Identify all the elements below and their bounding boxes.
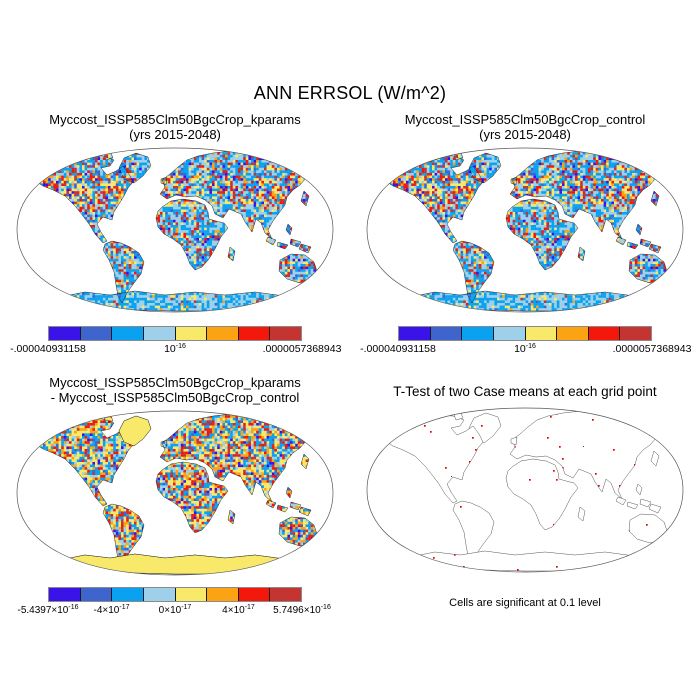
colorbar-segment (112, 588, 144, 601)
colorbar-tick-label: 10-16 (164, 343, 186, 355)
colorbar-tick-label: -.000040931158 (360, 343, 436, 355)
colorbar-segment (270, 588, 301, 601)
colorbar-tick-label: .0000057368943 (613, 343, 692, 355)
colorbar-segment (620, 327, 651, 340)
colorbar-labels: -5.4397×10-16 -4×10-17 0×10-17 4×10-17 5.749… (17, 604, 330, 620)
colorbar-segment (112, 327, 144, 340)
robinson-map-ttest (366, 407, 684, 573)
colorbar-segment (207, 327, 239, 340)
panel-title-line2: - Myccost_ISSP585Clm50BgcCrop_control (15, 390, 335, 405)
panel-subtitle: (yrs 2015-2048) (15, 127, 335, 142)
colorbar-tick-label: -5.4397×10-16 (17, 604, 78, 616)
panel-subtitle: (yrs 2015-2048) (365, 127, 685, 142)
colorbar-segment (588, 327, 621, 340)
colorbar (48, 587, 302, 602)
colorbar-labels: -.000040931158 10-16 .0000057368943 (10, 343, 341, 359)
panel-title-block: Myccost_ISSP585Clm50BgcCrop_kparams - My… (15, 375, 335, 405)
panel-kparams: Myccost_ISSP585Clm50BgcCrop_kparams (yrs… (10, 112, 341, 355)
colorbar-segment (270, 327, 301, 340)
colorbar-segment (143, 588, 176, 601)
colorbar-segment (462, 327, 494, 340)
colorbar-wrap: -5.4397×10-16 -4×10-17 0×10-17 4×10-17 5.749… (17, 587, 331, 620)
colorbar-tick-label: 10-16 (514, 343, 536, 355)
colorbar-segment (399, 327, 431, 340)
panel-title-block: Myccost_ISSP585Clm50BgcCrop_control (yrs… (365, 112, 685, 142)
colorbar-segment (80, 327, 113, 340)
colorbar-segment (143, 327, 176, 340)
colorbar (398, 326, 652, 341)
robinson-map-difference (16, 410, 334, 576)
colorbar-segment (493, 327, 526, 340)
colorbar-segment (238, 327, 271, 340)
colorbar-tick-label: -.000040931158 (10, 343, 86, 355)
colorbar-segment (207, 588, 239, 601)
figure-title: ANN ERRSOL (W/m^2) (0, 83, 700, 104)
panel-ttest: T-Test of two Case means at each grid po… (365, 375, 685, 609)
colorbar-tick-label: 5.7496×10-16 (273, 604, 331, 616)
colorbar (48, 326, 302, 341)
colorbar-segment (238, 588, 271, 601)
robinson-map-kparams (16, 147, 334, 313)
colorbar-wrap: -.000040931158 10-16 .0000057368943 (360, 326, 691, 359)
robinson-map-control (366, 147, 684, 313)
significance-caption: Cells are significant at 0.1 level (365, 597, 685, 609)
colorbar-segment (525, 327, 558, 340)
colorbar-segment (430, 327, 463, 340)
colorbar-tick-label: .0000057368943 (263, 343, 342, 355)
colorbar-segment (49, 588, 81, 601)
panel-title: T-Test of two Case means at each grid po… (365, 375, 685, 399)
colorbar-tick-label: -4×10-17 (94, 604, 130, 616)
panel-title: Myccost_ISSP585Clm50BgcCrop_kparams (15, 375, 335, 390)
panel-title: Myccost_ISSP585Clm50BgcCrop_control (365, 112, 685, 127)
colorbar-segment (80, 588, 113, 601)
colorbar-tick-label: 0×10-17 (159, 604, 192, 616)
colorbar-segment (175, 588, 208, 601)
panel-difference: Myccost_ISSP585Clm50BgcCrop_kparams - My… (15, 375, 335, 616)
colorbar-segment (557, 327, 589, 340)
panel-title: Myccost_ISSP585Clm50BgcCrop_kparams (15, 112, 335, 127)
colorbar-wrap: -.000040931158 10-16 .0000057368943 (10, 326, 341, 359)
colorbar-tick-label: 4×10-17 (222, 604, 255, 616)
colorbar-segment (175, 327, 208, 340)
colorbar-labels: -.000040931158 10-16 .0000057368943 (360, 343, 691, 359)
panel-control: Myccost_ISSP585Clm50BgcCrop_control (yrs… (360, 112, 691, 355)
panel-title-block: Myccost_ISSP585Clm50BgcCrop_kparams (yrs… (15, 112, 335, 142)
colorbar-segment (49, 327, 81, 340)
